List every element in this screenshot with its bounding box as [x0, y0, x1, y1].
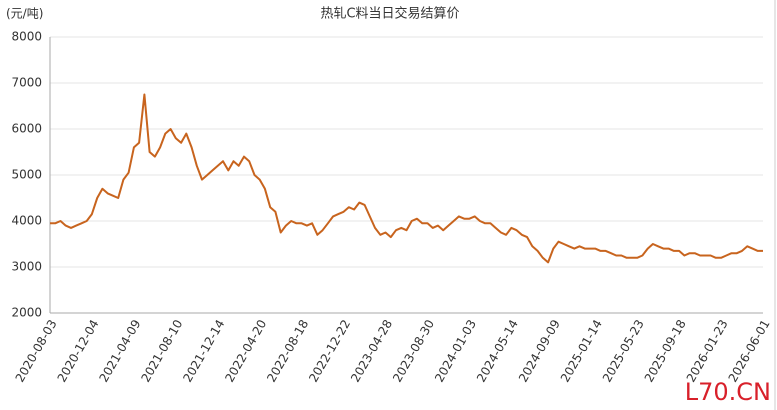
chart-title: 热轧C料当日交易结算价 [320, 6, 459, 22]
y-tick-label: 5000 [11, 168, 42, 182]
y-tick-label: 7000 [11, 76, 42, 90]
y-tick-label: 4000 [11, 214, 42, 228]
y-tick-label: 2000 [11, 306, 42, 320]
y-tick-label: 8000 [11, 30, 42, 44]
data-line [50, 93, 763, 264]
watermark: L70.CN [685, 378, 771, 406]
y-tick-label: 3000 [11, 260, 42, 274]
y-tick-label: 6000 [11, 122, 42, 136]
y-axis-label: (元/吨) [6, 7, 43, 21]
